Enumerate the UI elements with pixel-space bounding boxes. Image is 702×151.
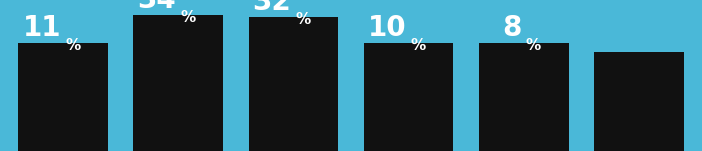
Bar — [479, 43, 569, 151]
Bar — [18, 43, 108, 151]
Text: %: % — [411, 38, 426, 53]
Text: %: % — [526, 38, 541, 53]
Bar — [594, 52, 684, 151]
Text: 11: 11 — [22, 14, 61, 42]
Text: 8: 8 — [502, 14, 522, 42]
Bar — [249, 17, 338, 151]
Bar — [364, 43, 453, 151]
Text: %: % — [65, 38, 81, 53]
Text: %: % — [180, 10, 196, 25]
Text: 32: 32 — [253, 0, 291, 16]
Text: %: % — [296, 12, 311, 27]
Text: 10: 10 — [368, 14, 406, 42]
Bar — [133, 15, 223, 151]
Text: 34: 34 — [138, 0, 176, 14]
